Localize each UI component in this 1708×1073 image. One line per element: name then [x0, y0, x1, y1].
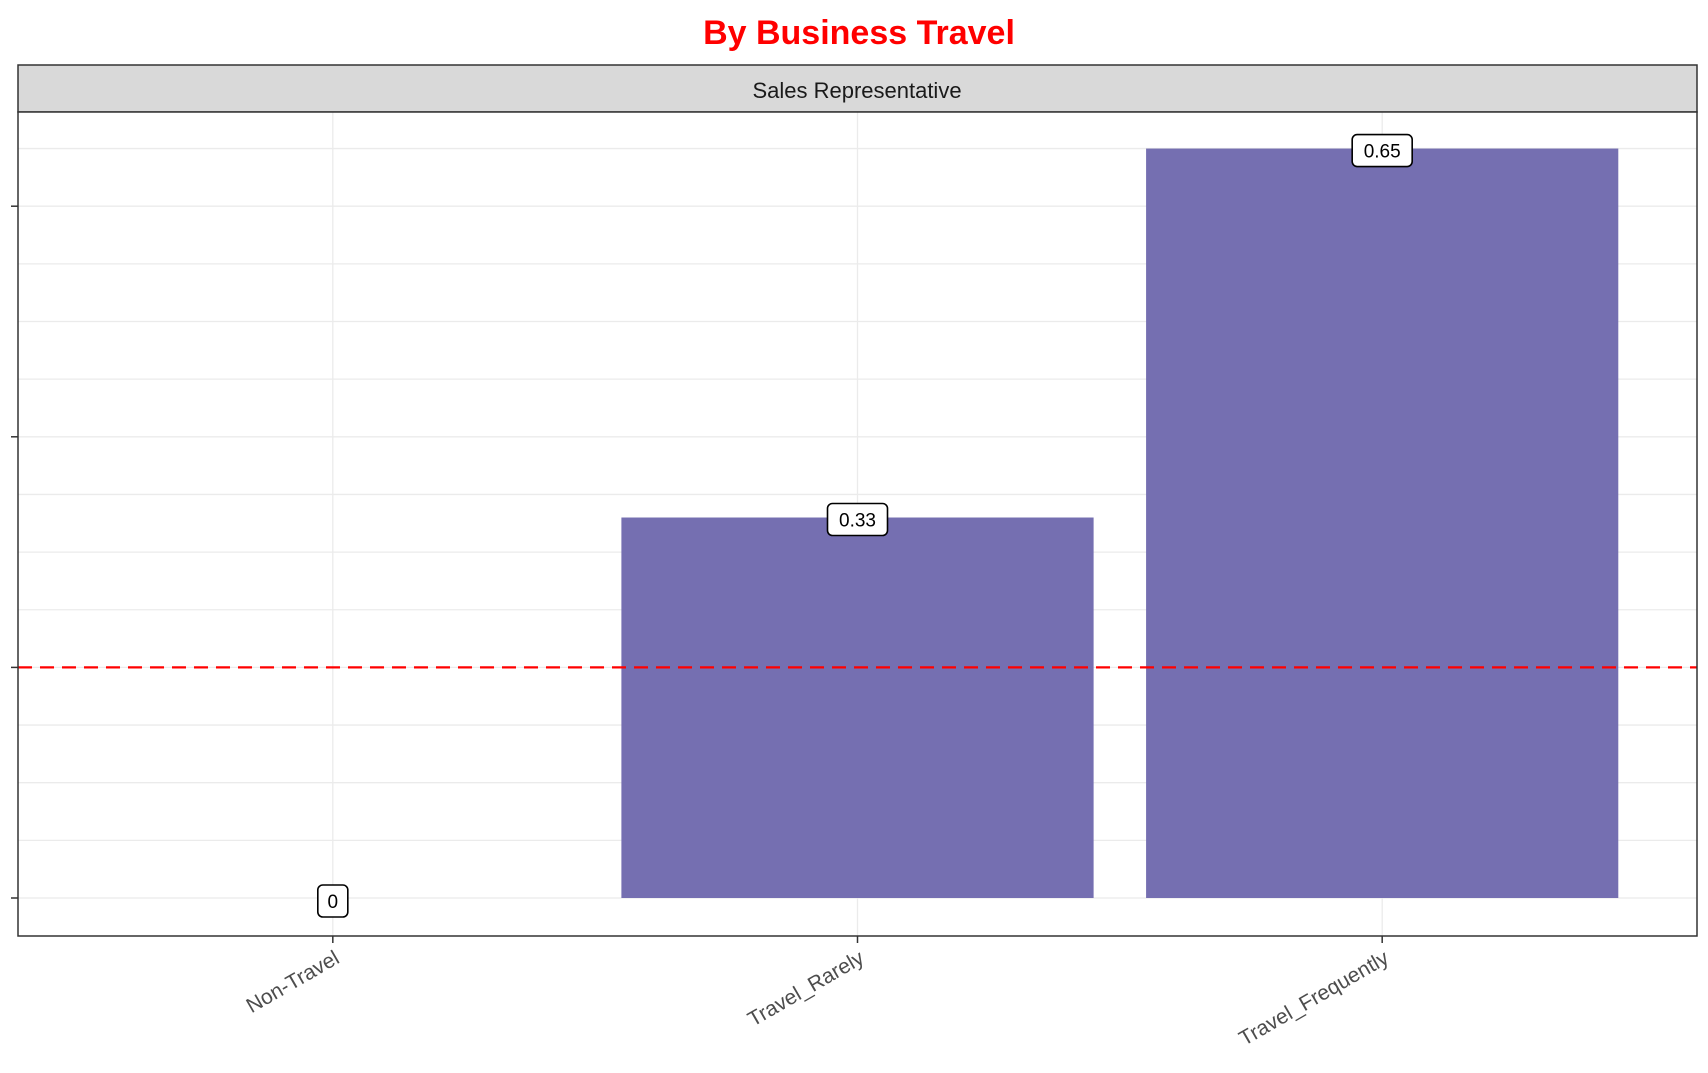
- bar-Travel_Frequently: [1146, 148, 1619, 899]
- data-label-box: [1351, 133, 1413, 168]
- x-tick-label: Non-Travel: [243, 946, 344, 1017]
- bars: [621, 148, 1619, 899]
- x-tick-label: Travel_Rarely: [744, 946, 868, 1031]
- chart-title: By Business Travel: [703, 14, 1015, 52]
- data-labels: 0 0.33 0.65: [317, 133, 1413, 918]
- data-label-box: [826, 502, 889, 537]
- data-label-Non-Travel: 0: [317, 884, 349, 918]
- data-label-Travel_Frequently: 0.65: [1351, 133, 1413, 168]
- bar-Travel_Rarely: [621, 517, 1094, 898]
- data-label-text: 0.33: [839, 511, 876, 532]
- x-tick-label: Travel_Frequently: [1235, 946, 1393, 1050]
- facet-strip-label: Sales Representative: [752, 78, 961, 103]
- data-label-box: [317, 884, 349, 918]
- data-label-text: 0.65: [1364, 142, 1401, 163]
- data-label-Travel_Rarely: 0.33: [826, 502, 889, 537]
- data-label-text: 0: [328, 892, 339, 913]
- facet-strip: [17, 64, 1698, 113]
